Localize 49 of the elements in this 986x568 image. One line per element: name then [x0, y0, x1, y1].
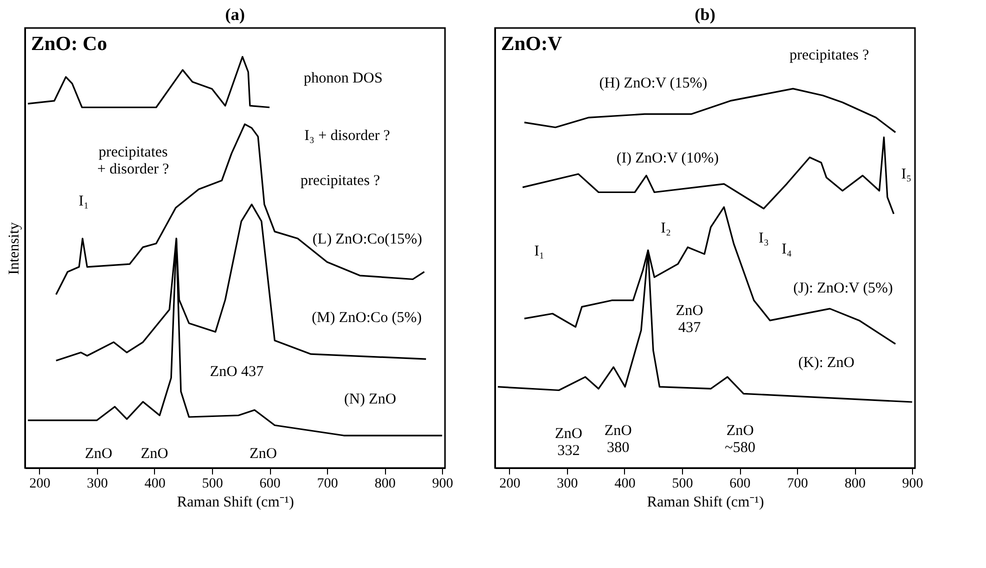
annotation: ZnO [140, 446, 168, 462]
series-label: (M) ZnO:Co (5%) [312, 310, 422, 326]
annotation: precipitates ? [300, 173, 380, 190]
x-tick-label: 500 [672, 476, 693, 492]
x-tick-label: 700 [787, 476, 808, 492]
x-tick-label: 600 [260, 476, 281, 492]
annotation: ZnO [84, 446, 113, 462]
annotation: ZnO [249, 446, 278, 462]
annotation: I₃ [758, 230, 769, 246]
annotation: I₂ [660, 220, 671, 237]
x-tick-label: 600 [730, 476, 751, 492]
x-tick-label: 900 [902, 476, 924, 492]
annotation: I₄ [782, 241, 792, 258]
annotation: ZnO ~580 [724, 423, 756, 456]
chart-title: (b) [694, 5, 716, 24]
annotation: ZnO 437 [676, 303, 704, 336]
series-label: (H) ZnO:V (15%) [599, 76, 708, 92]
x-tick-label: 900 [432, 476, 454, 492]
x-tick-label: 700 [317, 476, 338, 492]
x-tick-label: 200 [499, 476, 520, 492]
annotation: precipitates + disorder ? [97, 144, 170, 178]
x-tick-label: 400 [144, 476, 166, 492]
text: precipitates ? [790, 48, 870, 64]
series-label: (L) ZnO:Co(15%) [312, 232, 422, 248]
annotation: ZnO 380 [604, 423, 632, 456]
series-label: (J): ZnO:V (5%) [793, 280, 893, 296]
x-axis-title: Raman Shift (cm⁻¹) [177, 494, 294, 510]
annotation: I₁ [78, 194, 89, 210]
x-tick-label: 400 [614, 476, 636, 492]
x-tick-label: 800 [374, 476, 396, 492]
chart-title: (a) [225, 5, 245, 24]
text: ZnO: Co [31, 33, 108, 55]
annotation: ZnO 437 [210, 364, 264, 380]
x-tick-label: 300 [556, 476, 578, 492]
series-label: (N) ZnO [344, 392, 396, 408]
annotation: I₃ + disorder ? [304, 128, 390, 144]
x-tick-label: 500 [202, 476, 223, 492]
x-tick-label: 800 [844, 476, 866, 492]
y-axis-title: Intensity [6, 222, 22, 275]
series-label: (I) ZnO:V (10%) [616, 150, 719, 167]
annotation: ZnO 332 [554, 426, 583, 460]
text: ZnO:V [501, 33, 563, 55]
x-tick-label: 200 [29, 476, 50, 492]
annotation: I₁ [534, 243, 544, 260]
series-label: (K): ZnO [798, 355, 855, 372]
annotation: I₅ [901, 166, 912, 183]
text: phonon DOS [304, 70, 383, 86]
x-axis-title: Raman Shift (cm⁻¹) [647, 494, 764, 510]
x-tick-label: 300 [86, 476, 108, 492]
